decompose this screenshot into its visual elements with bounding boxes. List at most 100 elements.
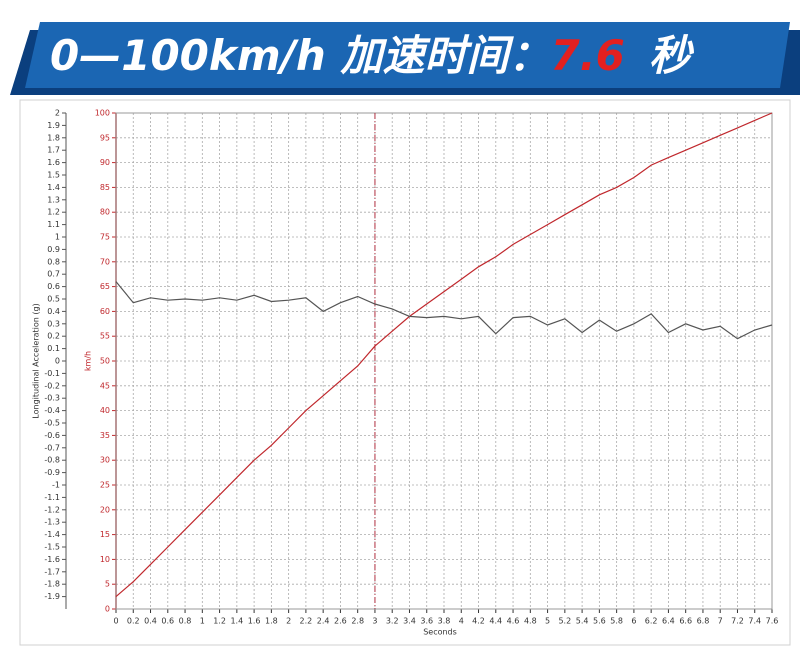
y-tick-label: 1 [55,233,60,242]
x-tick-label: 7.6 [766,617,779,626]
x-tick-label: 5 [545,617,550,626]
x-tick-label: 5.4 [576,617,589,626]
x-tick-label: 2 [286,617,291,626]
y-tick-label: 2 [55,109,60,118]
x-tick-label: 2.6 [334,617,347,626]
x-tick-label: 1.4 [230,617,243,626]
x-tick-label: 4.4 [489,617,502,626]
y2-tick-label: 95 [100,133,110,142]
y2-tick-label: 0 [105,605,110,614]
y-tick-label: 1.5 [47,171,60,180]
x-tick-label: 3 [372,617,377,626]
x-tick-label: 1.8 [265,617,278,626]
y-tick-label: 0 [55,357,60,366]
x-tick-label: 0.2 [127,617,140,626]
x-tick-label: 4.2 [472,617,485,626]
y-tick-label: 0.1 [47,344,60,353]
x-tick-label: 6.4 [662,617,675,626]
plot-frame [115,112,773,610]
y-tick-label: -0.3 [44,394,60,403]
y-tick-label: -1.6 [44,555,60,564]
x-tick-label: 0.4 [144,617,157,626]
y-tick-label: -1.5 [44,543,60,552]
y2-axis-label: km/h [84,351,93,371]
x-tick-label: 2.2 [300,617,313,626]
y2-tick-label: 50 [100,357,110,366]
y-tick-label: 0.8 [47,257,60,266]
x-tick-label: 3.8 [438,617,451,626]
y2-tick-label: 85 [100,183,110,192]
x-tick-label: 7 [718,617,723,626]
y-tick-label: -1.3 [44,518,60,527]
y2-tick-label: 10 [100,555,110,564]
title-main: 0—100km/h 加速时间： [50,31,550,80]
x-tick-label: 5.8 [610,617,623,626]
x-tick-label: 1.2 [213,617,226,626]
y2-tick-label: 75 [100,233,110,242]
y2-tick-label: 15 [100,530,110,539]
banner [25,22,790,88]
y2-tick-label: 100 [95,109,110,118]
y2-tick-label: 65 [100,282,110,291]
y2-tick-label: 20 [100,505,110,514]
x-tick-label: 3.4 [403,617,416,626]
x-axis-label: Seconds [423,628,457,637]
x-tick-label: 2.4 [317,617,330,626]
x-tick-label: 2.8 [351,617,364,626]
y2-tick-label: 5 [105,580,110,589]
y-tick-label: -0.8 [44,456,60,465]
title-suffix: 秒 [649,31,695,80]
series-line [115,281,773,340]
y-tick-label: -1.2 [44,505,60,514]
y-tick-label: -1.4 [44,530,60,539]
y-axis-label: Longitudinal Acceleration (g) [32,303,41,418]
x-tick-label: 3.6 [420,617,433,626]
y-tick-label: 0.3 [47,319,60,328]
x-tick-label: 5.6 [593,617,606,626]
y-tick-label: 1.6 [47,158,60,167]
y2-tick-label: 55 [100,332,110,341]
y2-tick-label: 30 [100,456,110,465]
x-tick-label: 7.2 [731,617,744,626]
title-highlight: 7.6 [550,31,624,80]
y-tick-label: -1.7 [44,567,60,576]
y2-tick-label: 80 [100,208,110,217]
y2-tick-label: 25 [100,481,110,490]
x-tick-label: 4.6 [507,617,520,626]
x-tick-label: 1 [200,617,205,626]
y-tick-label: 1.9 [47,121,60,130]
y-tick-label: 1.1 [47,220,60,229]
y2-tick-label: 45 [100,381,110,390]
y2-tick-label: 60 [100,307,110,316]
y-tick-label: -0.9 [44,468,60,477]
y-tick-label: 0.2 [47,332,60,341]
y-tick-label: -1 [52,481,60,490]
x-tick-label: 3.2 [386,617,399,626]
y-tick-label: 1.8 [47,133,60,142]
x-tick-label: 0.8 [179,617,192,626]
y2-tick-label: 40 [100,406,110,415]
y2-tick-label: 70 [100,257,110,266]
y-tick-label: -1.9 [44,592,60,601]
y-tick-label: -1.8 [44,580,60,589]
y-tick-label: 1.4 [47,183,60,192]
x-tick-label: 7.4 [748,617,761,626]
x-tick-label: 4 [459,617,464,626]
series-line [115,112,773,598]
y-tick-label: 1.3 [47,195,60,204]
y-tick-label: -1.1 [44,493,60,502]
x-tick-label: 6.8 [697,617,710,626]
y-tick-label: 0.6 [47,282,60,291]
y-tick-label: -0.2 [44,381,60,390]
x-tick-label: 1.6 [248,617,261,626]
y-tick-label: -0.5 [44,419,60,428]
x-tick-label: 0 [113,617,118,626]
y-tick-label: -0.7 [44,443,60,452]
y-tick-label: 0.9 [47,245,60,254]
y-tick-label: 0.7 [47,270,60,279]
y-tick-label: 1.7 [47,146,60,155]
x-tick-label: 4.8 [524,617,537,626]
chart-title: 0—100km/h 加速时间：7.6 秒 [50,31,695,80]
x-tick-label: 6.6 [679,617,692,626]
